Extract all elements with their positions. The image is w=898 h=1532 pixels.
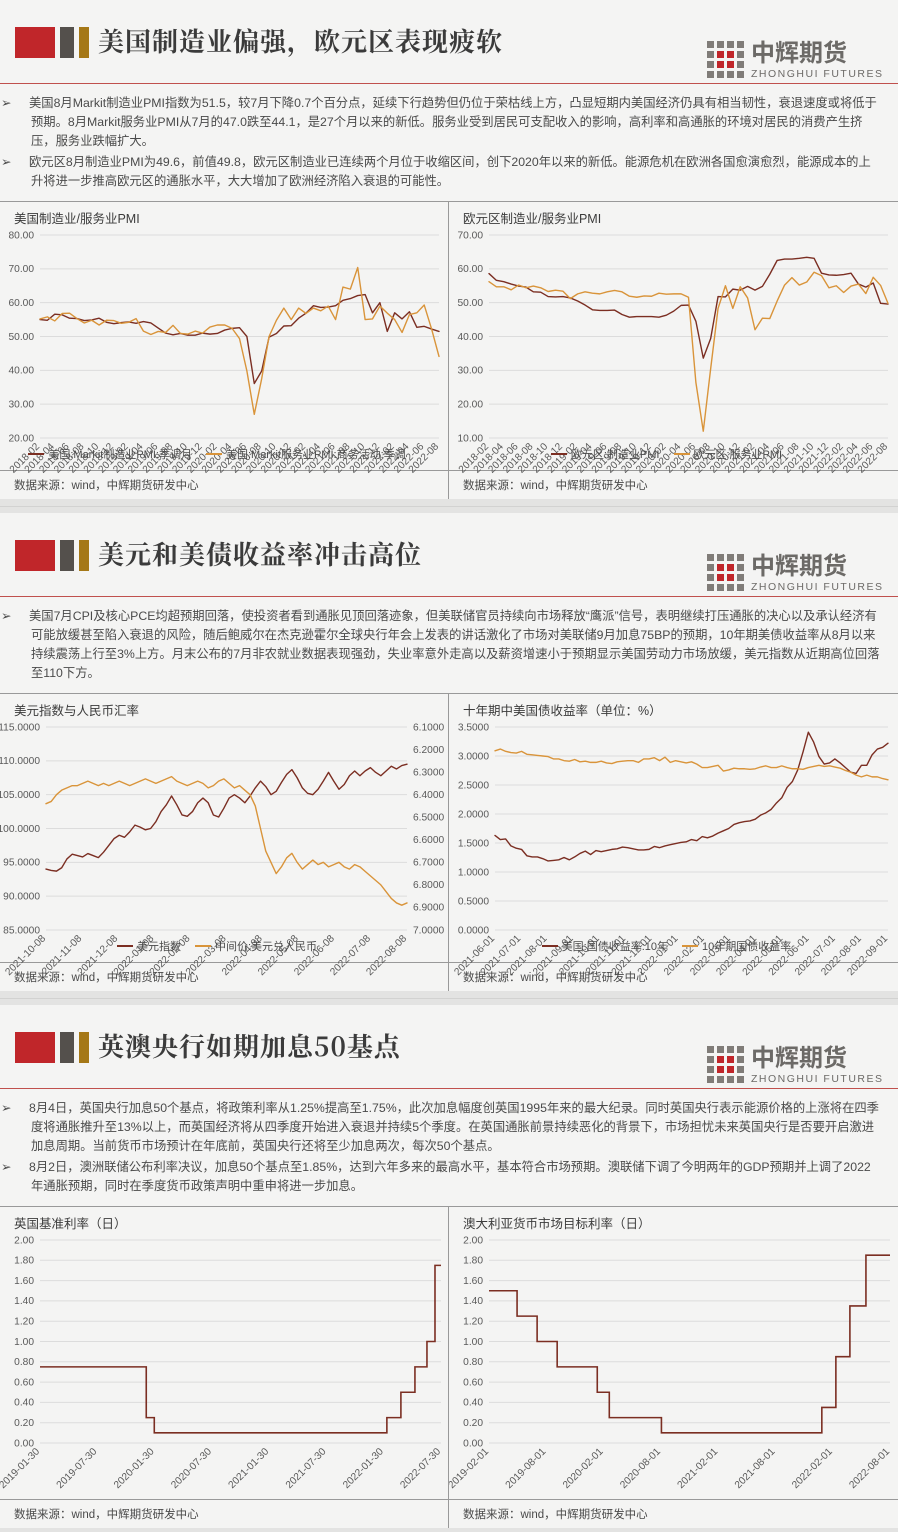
svg-text:7.0000: 7.0000 <box>413 925 444 936</box>
svg-text:6.5000: 6.5000 <box>413 813 444 824</box>
svg-text:2022-07-30: 2022-07-30 <box>398 1446 443 1491</box>
svg-text:1.0000: 1.0000 <box>458 867 489 878</box>
svg-text:0.00: 0.00 <box>463 1438 483 1449</box>
svg-text:2019-07-30: 2019-07-30 <box>55 1446 100 1491</box>
svg-text:1.80: 1.80 <box>14 1256 34 1267</box>
svg-text:2020-02-01: 2020-02-01 <box>561 1446 606 1491</box>
svg-text:2.00: 2.00 <box>14 1235 34 1246</box>
svg-text:2022-08-01: 2022-08-01 <box>847 1446 892 1491</box>
svg-text:6.6000: 6.6000 <box>413 835 444 846</box>
svg-text:1.20: 1.20 <box>463 1317 483 1328</box>
svg-text:1.60: 1.60 <box>14 1276 34 1287</box>
svg-text:0.5000: 0.5000 <box>458 896 489 907</box>
svg-text:105.0000: 105.0000 <box>0 790 40 801</box>
svg-text:0.80: 0.80 <box>463 1357 483 1368</box>
svg-text:2020-07-30: 2020-07-30 <box>169 1446 214 1491</box>
svg-text:20.00: 20.00 <box>458 399 484 410</box>
svg-text:2022-02-01: 2022-02-01 <box>790 1446 835 1491</box>
svg-text:110.0000: 110.0000 <box>0 756 40 767</box>
svg-text:1.5000: 1.5000 <box>458 838 489 849</box>
svg-text:6.2000: 6.2000 <box>413 745 444 756</box>
svg-text:2020-01-30: 2020-01-30 <box>112 1446 157 1491</box>
svg-text:0.40: 0.40 <box>14 1398 34 1409</box>
svg-text:1.40: 1.40 <box>463 1296 483 1307</box>
svg-text:80.00: 80.00 <box>9 230 35 241</box>
svg-text:2.0000: 2.0000 <box>458 809 489 820</box>
svg-text:0.40: 0.40 <box>463 1398 483 1409</box>
svg-text:60.00: 60.00 <box>9 298 35 309</box>
svg-text:95.0000: 95.0000 <box>3 858 40 869</box>
svg-text:2021-01-30: 2021-01-30 <box>227 1446 272 1491</box>
svg-text:2022-01-30: 2022-01-30 <box>341 1446 386 1491</box>
svg-text:10.00: 10.00 <box>458 433 484 444</box>
svg-text:0.00: 0.00 <box>14 1438 34 1449</box>
svg-text:40.00: 40.00 <box>9 366 35 377</box>
svg-text:3.0000: 3.0000 <box>458 751 489 762</box>
svg-text:2019-08-01: 2019-08-01 <box>504 1446 549 1491</box>
svg-text:0.20: 0.20 <box>463 1418 483 1429</box>
svg-text:2021-07-30: 2021-07-30 <box>284 1446 329 1491</box>
svg-text:30.00: 30.00 <box>9 399 35 410</box>
svg-text:60.00: 60.00 <box>458 264 484 275</box>
svg-text:90.0000: 90.0000 <box>3 891 40 902</box>
svg-text:2.5000: 2.5000 <box>458 780 489 791</box>
svg-text:100.0000: 100.0000 <box>0 824 40 835</box>
svg-text:1.60: 1.60 <box>463 1276 483 1287</box>
svg-text:1.00: 1.00 <box>14 1337 34 1348</box>
svg-text:1.80: 1.80 <box>463 1256 483 1267</box>
svg-text:85.0000: 85.0000 <box>3 925 40 936</box>
svg-text:2019-01-30: 2019-01-30 <box>0 1446 42 1491</box>
svg-text:1.00: 1.00 <box>463 1337 483 1348</box>
svg-text:0.60: 0.60 <box>14 1377 34 1388</box>
svg-text:40.00: 40.00 <box>458 332 484 343</box>
svg-text:20.00: 20.00 <box>9 433 35 444</box>
svg-text:70.00: 70.00 <box>9 264 35 275</box>
svg-text:6.7000: 6.7000 <box>413 858 444 869</box>
svg-text:6.9000: 6.9000 <box>413 903 444 914</box>
svg-text:2020-08-01: 2020-08-01 <box>618 1446 663 1491</box>
svg-text:0.80: 0.80 <box>14 1357 34 1368</box>
svg-text:0.20: 0.20 <box>14 1418 34 1429</box>
svg-text:3.5000: 3.5000 <box>458 722 489 733</box>
svg-text:2021-02-01: 2021-02-01 <box>676 1446 721 1491</box>
svg-text:2019-02-01: 2019-02-01 <box>449 1446 491 1491</box>
svg-text:50.00: 50.00 <box>9 332 35 343</box>
svg-text:1.20: 1.20 <box>14 1317 34 1328</box>
svg-text:0.60: 0.60 <box>463 1377 483 1388</box>
svg-text:6.8000: 6.8000 <box>413 880 444 891</box>
svg-text:6.4000: 6.4000 <box>413 790 444 801</box>
svg-text:6.1000: 6.1000 <box>413 722 444 733</box>
svg-text:50.00: 50.00 <box>458 298 484 309</box>
svg-text:70.00: 70.00 <box>458 230 484 241</box>
svg-text:0.0000: 0.0000 <box>458 925 489 936</box>
svg-text:6.3000: 6.3000 <box>413 767 444 778</box>
svg-text:2021-08-01: 2021-08-01 <box>733 1446 778 1491</box>
svg-text:1.40: 1.40 <box>14 1296 34 1307</box>
svg-text:30.00: 30.00 <box>458 366 484 377</box>
svg-text:115.0000: 115.0000 <box>0 722 40 733</box>
svg-text:2.00: 2.00 <box>463 1235 483 1246</box>
